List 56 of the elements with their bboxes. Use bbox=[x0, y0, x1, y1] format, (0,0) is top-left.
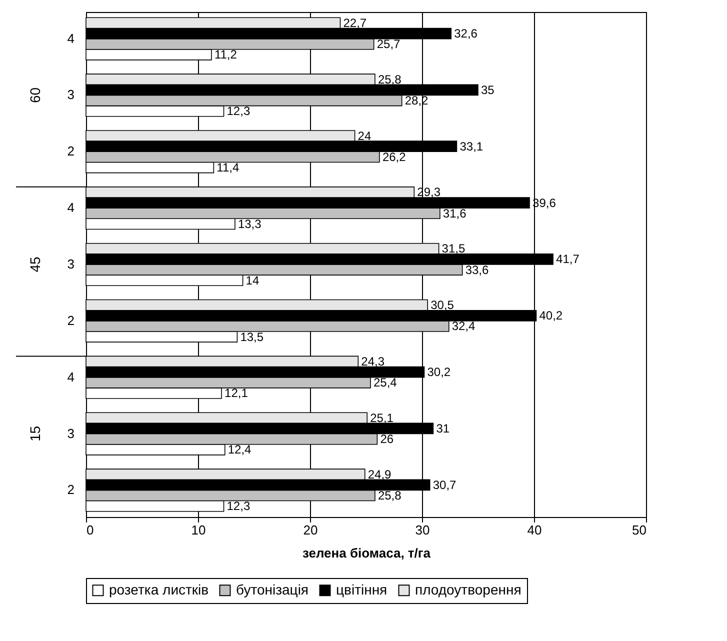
data-label: 25,7 bbox=[376, 37, 401, 52]
data-label: 24,9 bbox=[368, 467, 392, 482]
data-label: 12,3 bbox=[226, 499, 250, 514]
data-label: 25,4 bbox=[373, 376, 398, 390]
data-label: 33,1 bbox=[460, 139, 484, 154]
data-label: 31,6 bbox=[442, 206, 467, 220]
data-label: 31 bbox=[436, 421, 450, 436]
y-tick-label: 2 bbox=[67, 482, 74, 498]
data-label: 25,8 bbox=[378, 488, 402, 502]
data-label: 40,2 bbox=[539, 308, 563, 323]
data-label: 11,4 bbox=[216, 160, 240, 175]
x-tick-label: 10 bbox=[191, 522, 206, 538]
y-tick-label: 3 bbox=[67, 87, 74, 102]
legend-label: цвітіння bbox=[336, 581, 388, 598]
data-label: 30,7 bbox=[432, 478, 457, 492]
data-label: 14 bbox=[246, 273, 260, 288]
legend-label: бутонізація bbox=[236, 581, 309, 598]
data-label: 26 bbox=[380, 432, 394, 446]
data-label: 32,6 bbox=[454, 26, 478, 41]
data-label: 24,3 bbox=[361, 354, 385, 368]
data-label: 33,6 bbox=[465, 262, 489, 277]
data-label: 31,5 bbox=[442, 242, 466, 256]
data-label: 12,3 bbox=[226, 104, 250, 118]
data-label: 25,8 bbox=[378, 72, 402, 86]
y-tick-label: 2 bbox=[67, 144, 74, 159]
data-label: 30,2 bbox=[427, 365, 451, 380]
x-tick-label: 30 bbox=[415, 522, 430, 538]
y-tick-label: 3 bbox=[67, 426, 74, 441]
data-label: 12,4 bbox=[228, 442, 252, 457]
data-label: 41,7 bbox=[556, 252, 580, 266]
data-label: 24 bbox=[358, 128, 372, 143]
data-label: 26,2 bbox=[382, 150, 406, 164]
text: 15 bbox=[27, 426, 43, 442]
data-label: 13,5 bbox=[240, 330, 264, 344]
legend-label: розетка листків bbox=[109, 581, 209, 598]
x-tick-label: 20 bbox=[303, 522, 318, 538]
x-tick-label: 0 bbox=[86, 522, 94, 538]
x-tick-label: 40 bbox=[527, 522, 542, 538]
x-axis-title: зелена біомаса, т/га bbox=[302, 546, 432, 560]
y-tick-label: 4 bbox=[67, 30, 74, 46]
data-label: 13,3 bbox=[238, 216, 262, 231]
legend-label: плодоутворення bbox=[415, 581, 522, 598]
y-tick-label: 3 bbox=[67, 256, 74, 272]
text: 60 bbox=[27, 87, 43, 104]
data-label: 25,1 bbox=[370, 410, 394, 425]
data-label: 32,4 bbox=[452, 319, 476, 334]
y-tick-label: 4 bbox=[67, 369, 74, 384]
data-label: 12,1 bbox=[224, 386, 248, 400]
data-label: 30,5 bbox=[430, 298, 454, 312]
text: 45 bbox=[27, 256, 43, 272]
x-tick-label: 50 bbox=[632, 522, 646, 538]
y-tick-label: 2 bbox=[67, 312, 74, 328]
data-label: 11,2 bbox=[214, 48, 238, 62]
data-label: 22,7 bbox=[343, 16, 367, 30]
y-tick-label: 4 bbox=[67, 200, 74, 216]
data-label: 35 bbox=[481, 82, 495, 97]
